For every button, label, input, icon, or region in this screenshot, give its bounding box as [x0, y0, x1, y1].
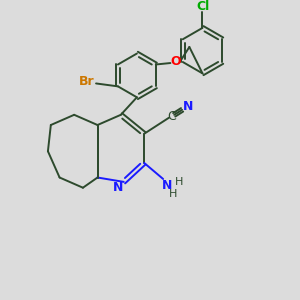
- Text: N: N: [161, 179, 172, 192]
- Text: H: H: [169, 189, 178, 199]
- Text: O: O: [170, 55, 181, 68]
- Text: Br: Br: [79, 76, 94, 88]
- Text: N: N: [113, 181, 124, 194]
- Text: Cl: Cl: [196, 0, 210, 13]
- Text: N: N: [183, 100, 194, 112]
- Text: C: C: [167, 110, 176, 123]
- Text: H: H: [175, 177, 183, 187]
